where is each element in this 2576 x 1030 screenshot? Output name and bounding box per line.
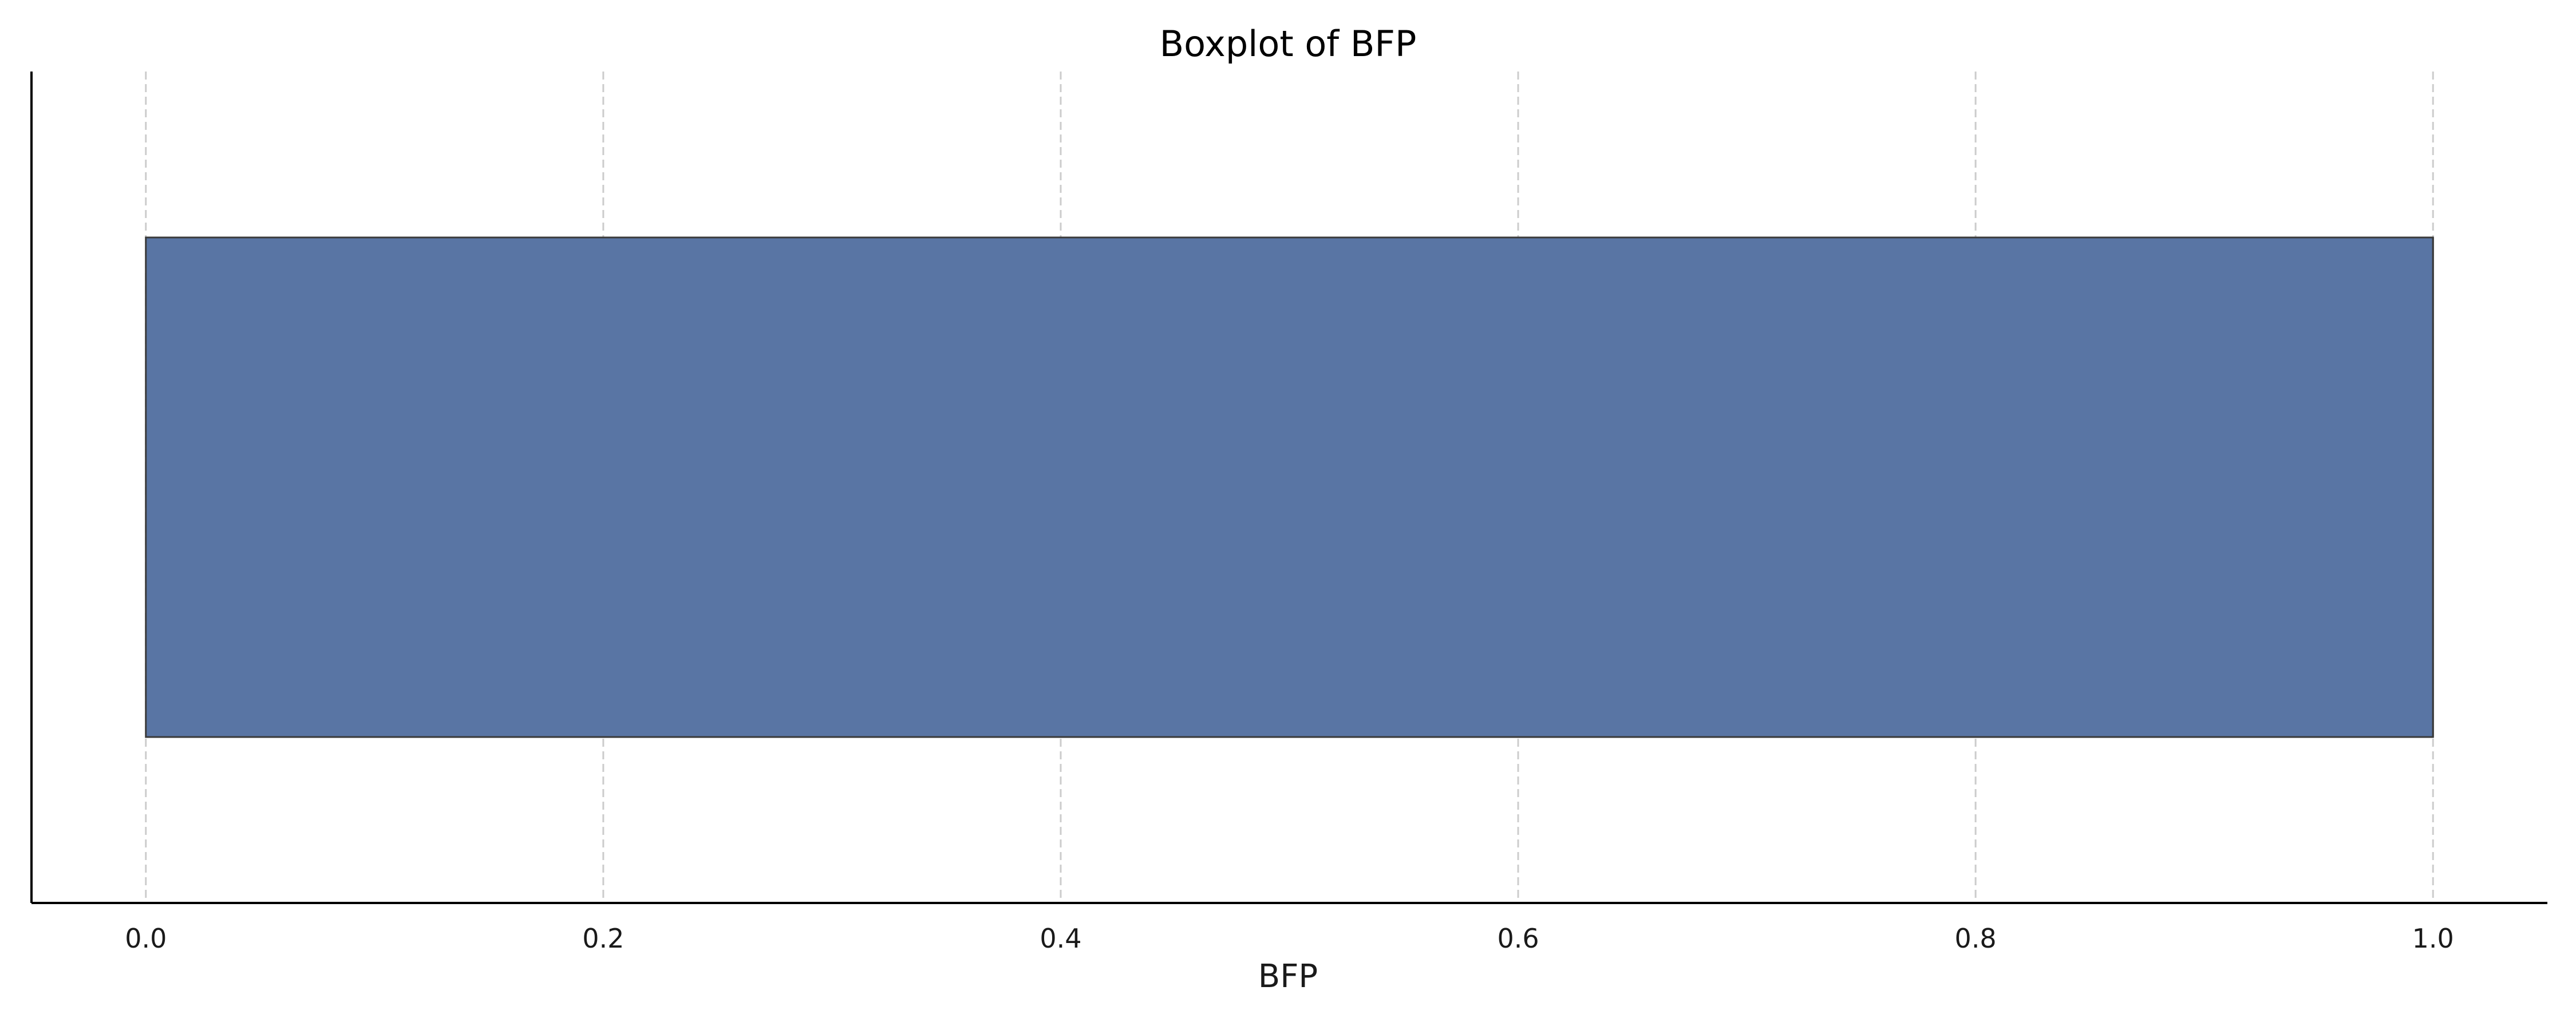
box-layer [145,236,2434,738]
axes [30,72,2547,904]
x-axis-label: BFP [1258,958,1318,995]
x-tick-label-3: 0.6 [1497,923,1539,954]
x-tick-label-4: 0.8 [1955,923,1997,954]
x-tick-label-2: 0.4 [1040,923,1081,954]
chart-title: Boxplot of BFP [1160,23,1417,65]
x-tick-label-0: 0.0 [125,923,167,954]
x-tick-label-1: 0.2 [582,923,624,954]
x-tick-label-5: 1.0 [2412,923,2454,954]
x-tick-labels: 0.0 0.2 0.4 0.6 0.8 1.0 [125,923,2454,954]
box-iqr [145,236,2434,738]
